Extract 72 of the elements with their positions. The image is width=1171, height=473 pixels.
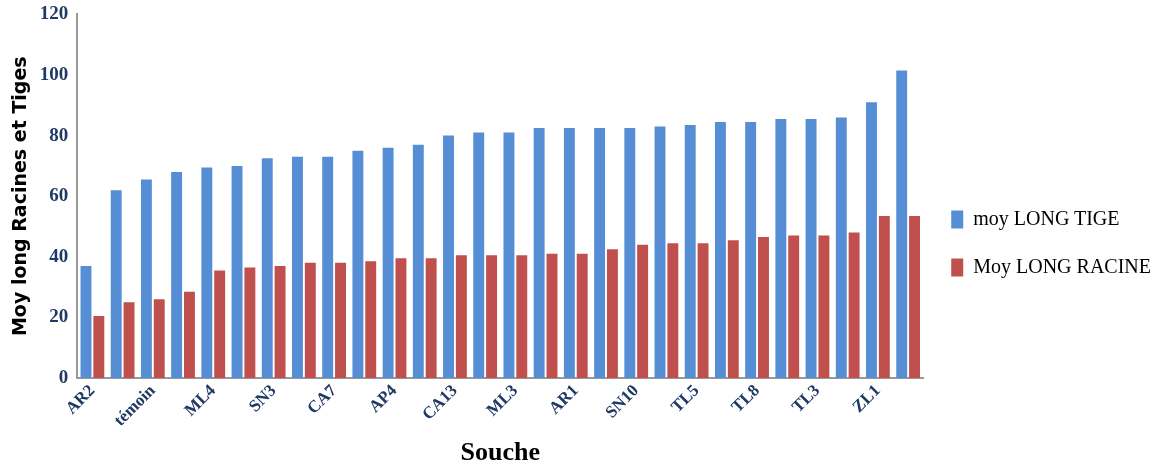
bar [352, 150, 364, 378]
bar [395, 258, 407, 378]
bar [606, 249, 618, 378]
legend-label: moy LONG TIGE [973, 206, 1120, 230]
bar [848, 232, 860, 378]
bar [667, 243, 679, 378]
bar [546, 253, 558, 378]
x-tick-label: TL3 [787, 380, 824, 417]
y-tick-label: 60 [49, 184, 69, 206]
bar [533, 128, 545, 378]
bar [443, 135, 454, 378]
bar [244, 267, 256, 378]
bar [866, 102, 877, 378]
bar [624, 128, 636, 378]
x-tick-label: SN3 [244, 380, 280, 416]
bar [171, 171, 183, 378]
bar [805, 118, 817, 378]
bar [425, 258, 437, 378]
bar [292, 156, 303, 378]
bar [637, 244, 649, 378]
x-tick-label: ZL1 [848, 380, 884, 417]
bar [93, 315, 105, 378]
bar [231, 165, 243, 378]
bar [153, 299, 165, 378]
bar [140, 179, 152, 378]
bar [654, 126, 666, 378]
bar [788, 235, 800, 378]
x-axis-title: Souche [460, 437, 540, 467]
bar [365, 261, 377, 378]
bar [201, 167, 213, 378]
bar [909, 215, 920, 378]
bar [896, 70, 908, 378]
bar [697, 243, 709, 378]
bar [274, 265, 286, 378]
bar [214, 270, 226, 378]
bar [110, 190, 122, 378]
bar [123, 302, 135, 378]
y-tick-label: 100 [39, 62, 69, 84]
bar [503, 132, 515, 378]
bar [878, 215, 890, 378]
bar [684, 124, 696, 378]
x-tick-label: TL5 [667, 380, 703, 417]
bar [516, 255, 528, 378]
bar [261, 158, 273, 378]
y-tick-label: 80 [49, 123, 69, 145]
y-axis-title: Moy long Racines et Tiges [8, 56, 31, 337]
bar [818, 235, 830, 378]
y-tick-label: 20 [49, 305, 69, 327]
bar [727, 240, 739, 378]
y-tick-label: 40 [49, 244, 69, 266]
bar [80, 265, 92, 378]
bar [576, 253, 588, 378]
bar [775, 118, 787, 378]
bar [184, 291, 195, 378]
bar [714, 121, 726, 378]
bar [382, 147, 394, 378]
bar [455, 255, 467, 378]
bar [758, 237, 769, 378]
bar [412, 144, 424, 378]
bar [745, 121, 757, 378]
bar [473, 132, 485, 378]
bar [835, 117, 847, 378]
bar [594, 128, 606, 378]
bar [322, 156, 334, 378]
bar [486, 255, 498, 378]
x-tick-label: TL8 [727, 380, 763, 417]
bar [335, 262, 346, 378]
bar [304, 262, 316, 378]
y-tick-label: 120 [39, 2, 69, 24]
legend-label: Moy LONG RACINE [973, 254, 1152, 278]
bar [563, 128, 575, 378]
y-tick-label: 0 [58, 365, 69, 387]
